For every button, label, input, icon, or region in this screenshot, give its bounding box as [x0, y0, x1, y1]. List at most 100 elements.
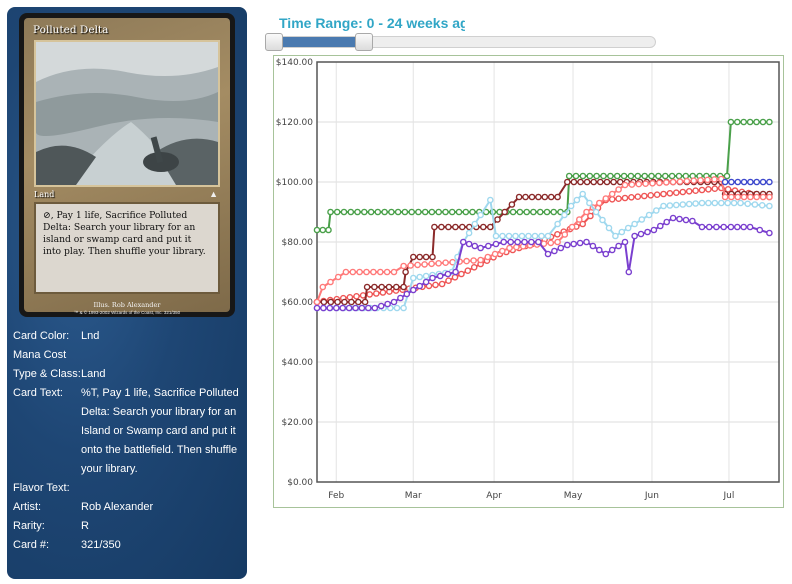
data-point: [583, 238, 590, 246]
data-point: [465, 240, 473, 248]
data-point: [733, 118, 741, 126]
y-tick-label: $40.00: [282, 358, 314, 368]
price-history-chart: $0.00 $20.00 $40.00 $60.00 $80.00 $100.00 $120…: [273, 55, 784, 508]
data-point: [661, 172, 669, 180]
data-point: [538, 232, 545, 240]
data-point: [361, 208, 368, 216]
data-point: [682, 172, 690, 180]
data-point: [320, 298, 328, 306]
data-point: [668, 172, 676, 180]
data-point: [477, 256, 484, 264]
data-point: [727, 118, 735, 126]
data-point: [435, 259, 442, 267]
data-point: [408, 208, 415, 216]
data-point: [758, 201, 766, 209]
data-point: [656, 222, 664, 230]
data-point: [554, 220, 561, 228]
data-point: [628, 193, 635, 201]
data-point: [438, 223, 445, 231]
data-point: [565, 172, 573, 180]
data-point: [663, 218, 671, 226]
data-point: [373, 290, 380, 297]
data-point: [711, 185, 719, 192]
data-point: [349, 268, 357, 276]
data-point: [522, 193, 529, 201]
data-point: [641, 172, 649, 180]
data-point: [660, 190, 667, 198]
data-point: [536, 208, 544, 216]
slider-handle-max[interactable]: [355, 33, 373, 51]
data-point: [313, 304, 321, 312]
data-point: [394, 208, 402, 216]
info-value: [81, 479, 243, 498]
data-point: [608, 190, 616, 198]
data-point: [596, 178, 604, 186]
info-value: Rob Alexander: [81, 501, 154, 513]
data-point: [459, 238, 467, 246]
data-point: [747, 193, 754, 201]
data-point: [692, 200, 699, 207]
data-point: [415, 208, 422, 216]
x-tick-label: Mar: [405, 491, 422, 501]
data-point: [341, 298, 348, 306]
y-tick-label: $80.00: [282, 238, 314, 248]
card-type-line: Land: [34, 190, 55, 199]
data-point: [435, 208, 442, 216]
data-point: [530, 208, 537, 216]
data-point: [653, 191, 661, 198]
data-point: [567, 202, 575, 210]
data-point: [607, 172, 614, 180]
data-point: [637, 230, 645, 238]
data-point: [728, 193, 735, 201]
data-point: [724, 199, 732, 207]
data-point: [523, 208, 530, 216]
data-point: [570, 240, 578, 248]
data-point: [634, 172, 642, 180]
data-point: [531, 232, 539, 240]
data-point: [486, 196, 494, 204]
data-point: [409, 253, 417, 261]
data-point: [698, 186, 706, 194]
data-point: [644, 228, 651, 236]
data-point: [445, 223, 452, 231]
data-point: [313, 298, 321, 306]
data-point: [652, 207, 660, 214]
info-label: Rarity:: [13, 520, 45, 532]
data-point: [400, 262, 407, 270]
data-point: [525, 232, 532, 240]
data-point: [436, 272, 444, 280]
data-point: [500, 238, 507, 246]
data-point: [429, 253, 436, 261]
data-point: [721, 178, 729, 186]
data-point: [733, 223, 741, 231]
data-point: [422, 253, 430, 261]
data-point: [470, 257, 477, 264]
data-point: [470, 263, 478, 271]
data-point: [501, 208, 508, 216]
card-panel: Polluted Delta Land ▲ ⊘, Pay 1 life, Sac…: [7, 7, 247, 579]
data-point: [672, 189, 680, 196]
time-range-slider[interactable]: [265, 33, 656, 51]
data-point: [573, 196, 581, 204]
data-point: [682, 216, 690, 224]
data-point: [554, 193, 561, 201]
data-point: [711, 199, 719, 207]
info-row-flavor: Flavor Text:: [13, 479, 243, 498]
data-point: [666, 189, 674, 197]
data-point: [339, 304, 346, 312]
y-tick-label: $100.00: [276, 178, 313, 188]
info-value: Lnd: [81, 330, 100, 342]
data-point: [374, 208, 382, 216]
data-point: [723, 172, 731, 180]
data-point: [705, 185, 712, 193]
data-point: [384, 300, 391, 308]
data-point: [557, 244, 565, 252]
data-point: [616, 178, 624, 186]
data-point: [692, 187, 699, 194]
data-point: [333, 208, 341, 216]
data-point: [620, 172, 628, 180]
slider-handle-min[interactable]: [265, 33, 283, 51]
data-point: [676, 178, 684, 185]
data-point: [505, 232, 513, 240]
data-point: [477, 211, 484, 219]
